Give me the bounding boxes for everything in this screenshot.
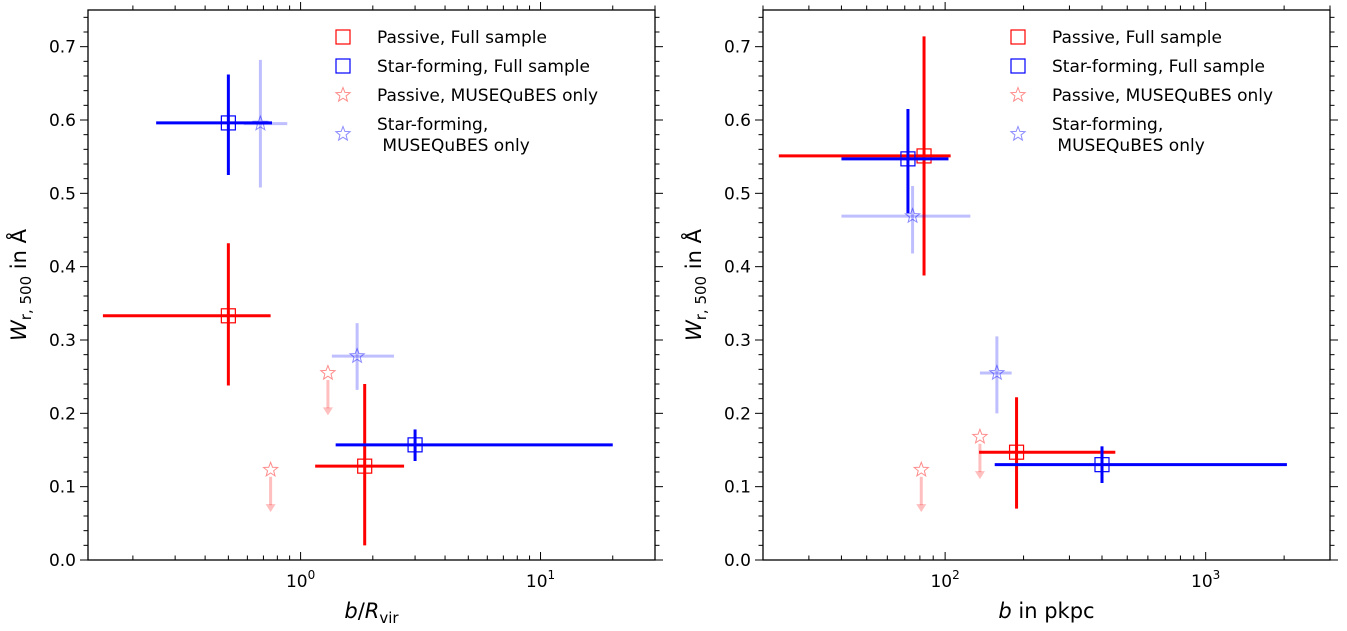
star-marker (904, 207, 922, 224)
y-axis-label: Wr, 500 in Å (680, 228, 710, 341)
x-tick-label: 102 (930, 568, 959, 592)
x-tick-label: 101 (526, 568, 555, 592)
x-axis-label-text: in pkpc (1012, 599, 1095, 623)
upper-limit-arrowhead (322, 407, 333, 416)
legend-label-line: Star-forming, (1052, 115, 1163, 135)
legend-label-line: Passive, Full sample (377, 28, 547, 48)
x-tick-exponent: 2 (952, 568, 960, 582)
legend-star-marker (334, 86, 352, 103)
y-axis-label-subscript: r, 500 (17, 276, 35, 320)
x-tick-base: 10 (930, 572, 952, 592)
legend: Passive, Full sample Star-forming, Full s… (334, 28, 598, 156)
y-tick-label: 0.3 (724, 331, 751, 351)
legend-label-line: Star-forming, Full sample (1052, 57, 1265, 77)
star-marker (251, 114, 269, 131)
star-marker (912, 460, 930, 478)
y-axis-label-symbol: W (682, 319, 706, 341)
legend-label-line: Passive, MUSEQuBES only (1052, 86, 1273, 106)
legend-star-marker (1009, 125, 1027, 142)
legend-label: Passive, MUSEQuBES only (377, 86, 598, 106)
upper-limit-arrowhead (916, 504, 927, 513)
square-marker (357, 458, 373, 474)
y-tick-label: 0.6 (724, 111, 751, 131)
star-marker (262, 460, 280, 478)
y-tick-label: 0.7 (49, 38, 76, 58)
y-tick-label: 0.5 (49, 184, 76, 204)
legend-square-marker (1010, 29, 1026, 45)
legend-square-marker (1010, 58, 1026, 74)
x-tick-label: 100 (286, 568, 315, 592)
y-tick-label: 0.4 (724, 258, 751, 278)
star-marker (988, 364, 1006, 381)
y-axis-label-symbol: W (7, 319, 31, 341)
y-tick-label: 0.5 (724, 184, 751, 204)
legend-label-line: MUSEQuBES only (377, 136, 530, 156)
x-tick-base: 10 (286, 572, 308, 592)
y-axis-label-text: in Å (680, 228, 706, 275)
y-tick-label: 0.6 (49, 111, 76, 131)
square-marker (900, 151, 916, 167)
legend: Passive, Full sample Star-forming, Full s… (1009, 28, 1273, 156)
square-marker (1008, 444, 1025, 460)
square-marker (220, 115, 236, 131)
y-axis-label: Wr, 500 in Å (5, 228, 35, 341)
y-tick-label: 0.4 (49, 258, 76, 278)
x-tick-label: 103 (1191, 568, 1220, 592)
data-layer (102, 59, 613, 546)
x-axis-label-symbol: R (365, 599, 380, 623)
legend-square-marker (335, 29, 351, 45)
legend-label-line: MUSEQuBES only (1052, 136, 1205, 156)
plot-frame (762, 9, 1331, 561)
x-tick-exponent: 0 (308, 568, 316, 582)
legend-star-marker (1009, 86, 1027, 103)
legend-label: Star-forming, MUSEQuBES only (1052, 115, 1205, 156)
legend-label-line: Star-forming, (377, 115, 488, 135)
data-layer (778, 36, 1287, 513)
y-tick-label: 0.0 (49, 551, 76, 571)
legend-label: Star-forming, Full sample (1052, 57, 1265, 77)
square-marker (220, 308, 236, 324)
x-axis-label-symbol: b (998, 599, 1011, 623)
legend-star-marker (334, 125, 352, 142)
legend-square-marker (335, 58, 351, 74)
star-marker (319, 364, 337, 381)
square-marker (407, 437, 423, 453)
y-tick-label: 0.3 (49, 331, 76, 351)
upper-limit-arrowhead (974, 471, 985, 480)
x-axis-label-subscript: vir (379, 609, 399, 627)
y-tick-label: 0.1 (724, 478, 751, 498)
x-tick-base: 10 (526, 572, 548, 592)
legend-label-line: Passive, Full sample (1052, 28, 1222, 48)
plot-frame (87, 9, 656, 561)
y-axis-label-text: in Å (5, 228, 31, 275)
legend-label: Passive, Full sample (1052, 28, 1222, 48)
y-tick-label: 0.2 (49, 404, 76, 424)
x-tick-exponent: 3 (1213, 568, 1221, 582)
star-marker (348, 347, 366, 364)
legend-label-line: Passive, MUSEQuBES only (377, 86, 598, 106)
legend-label-line: Star-forming, Full sample (377, 57, 590, 77)
x-axis-label: b in pkpc (998, 599, 1094, 623)
legend-label: Star-forming, Full sample (377, 57, 590, 77)
legend-label: Passive, MUSEQuBES only (1052, 86, 1273, 106)
chart-panel-1: 100 1010.00.10.20.30.40.50.60.7b/RvirWr, … (5, 2, 663, 627)
square-marker (916, 148, 932, 164)
star-marker (971, 427, 989, 445)
legend-label: Star-forming, MUSEQuBES only (377, 115, 530, 156)
x-axis-label: b/Rvir (344, 599, 399, 627)
y-tick-label: 0.7 (724, 38, 751, 58)
x-axis-label-symbol: b (344, 599, 357, 623)
x-axis-label-sep: / (358, 599, 366, 623)
y-axis-label-subscript: r, 500 (692, 276, 710, 320)
legend-label: Passive, Full sample (377, 28, 547, 48)
y-tick-label: 0.2 (724, 404, 751, 424)
y-tick-label: 0.1 (49, 478, 76, 498)
y-tick-label: 0.0 (724, 551, 751, 571)
x-tick-exponent: 1 (548, 568, 556, 582)
upper-limit-arrowhead (265, 504, 276, 513)
square-marker (1094, 457, 1110, 473)
x-tick-base: 10 (1191, 572, 1213, 592)
